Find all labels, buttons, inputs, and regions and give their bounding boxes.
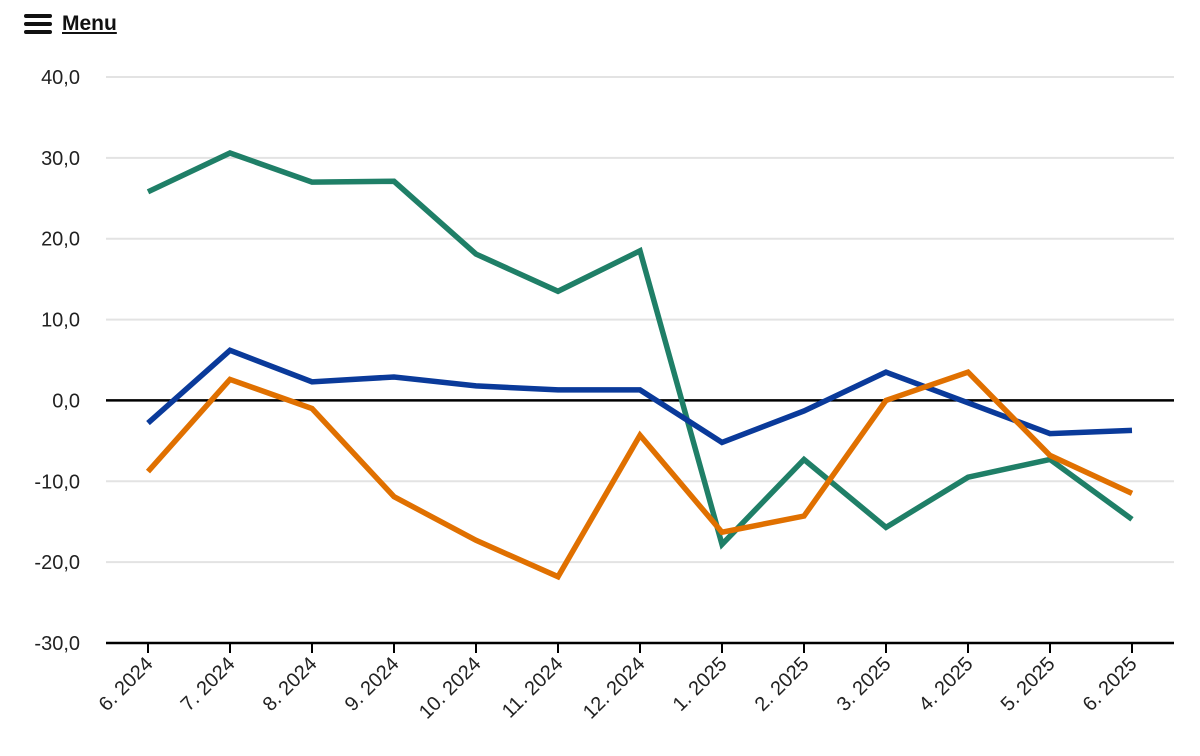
x-tick-label: 1. 2025	[669, 653, 732, 716]
x-tick-label: 9. 2024	[341, 653, 404, 716]
y-tick-label: 30,0	[41, 148, 80, 170]
y-tick-label: 0,0	[52, 390, 80, 412]
y-tick-label: 40,0	[41, 67, 80, 89]
x-tick-label: 2. 2025	[751, 653, 814, 716]
hamburger-menu-icon	[24, 14, 52, 34]
x-tick-label: 4. 2025	[915, 653, 978, 716]
y-tick-label: -20,0	[34, 552, 80, 574]
y-tick-label: -10,0	[34, 471, 80, 493]
x-tick-label: 11. 2024	[498, 653, 568, 723]
x-tick-label: 3. 2025	[833, 653, 896, 716]
x-tick-label: 5. 2025	[997, 653, 1060, 716]
menu-label: Menu	[62, 12, 117, 35]
series-line-2	[146, 347, 1133, 446]
x-tick-label: 6. 2025	[1079, 653, 1142, 716]
x-tick-label: 12. 2024	[579, 653, 650, 724]
gridlines	[106, 76, 1174, 645]
y-tick-label: 10,0	[41, 310, 80, 332]
x-tick-label: 6. 2024	[95, 653, 158, 716]
x-axis: 6. 2024 7. 2024 8. 2024 9. 2024 10. 2024 11. …	[95, 643, 1142, 724]
y-axis-tick-labels: 40,0 30,0 20,0 10,0 0,0 -10,0 -20,0 -30,0	[34, 67, 80, 655]
menu-button[interactable]: Menu	[24, 8, 117, 40]
series-line-1	[146, 150, 1134, 550]
y-tick-label: 20,0	[41, 229, 80, 251]
y-tick-label: -30,0	[34, 633, 80, 655]
series-line-3	[145, 368, 1134, 581]
series-lines	[145, 150, 1134, 581]
x-tick-label: 10. 2024	[415, 653, 486, 724]
x-tick-label: 8. 2024	[259, 653, 322, 716]
x-tick-label: 7. 2024	[177, 653, 240, 716]
